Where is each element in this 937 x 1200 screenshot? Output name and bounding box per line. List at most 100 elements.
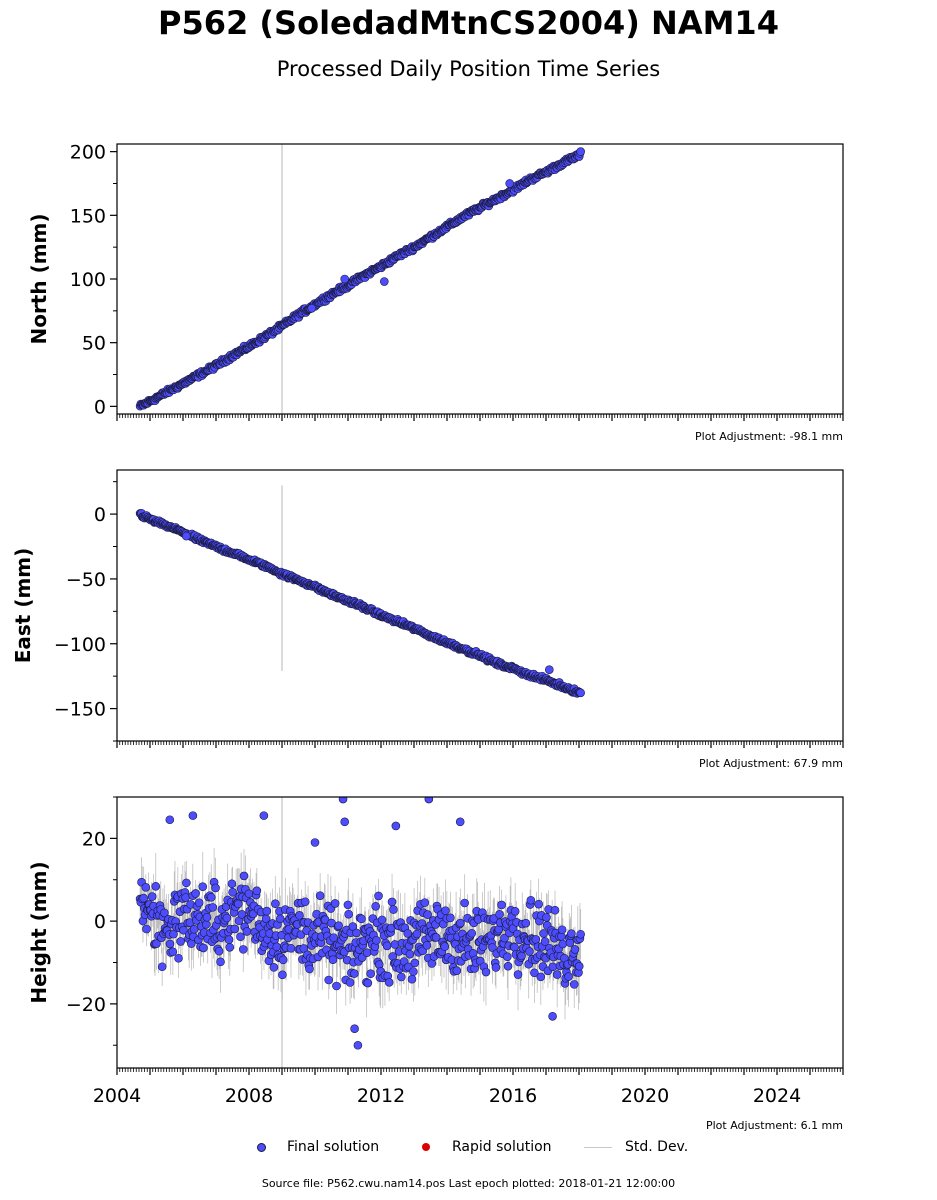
data-point bbox=[366, 969, 375, 979]
data-point bbox=[456, 918, 465, 928]
data-point bbox=[299, 944, 309, 953]
axes-frame bbox=[116, 469, 844, 742]
outlier-point bbox=[259, 811, 269, 820]
data-point bbox=[305, 964, 314, 974]
data-point bbox=[242, 927, 252, 936]
data-point bbox=[569, 980, 579, 989]
data-point bbox=[222, 913, 232, 923]
data-point bbox=[503, 952, 512, 962]
data-point bbox=[374, 891, 383, 901]
data-point bbox=[525, 947, 534, 956]
legend-rapid-label: Rapid solution bbox=[452, 1139, 552, 1155]
data-point bbox=[495, 910, 504, 919]
data-point bbox=[224, 935, 234, 944]
data-point bbox=[181, 893, 190, 902]
data-point bbox=[552, 970, 562, 979]
y-tick-label: −150 bbox=[54, 699, 106, 721]
data-point bbox=[460, 898, 469, 908]
y-tick-label: −50 bbox=[66, 569, 106, 591]
data-point bbox=[372, 936, 381, 945]
data-point bbox=[565, 938, 575, 947]
x-tick-label: 2012 bbox=[357, 1085, 405, 1107]
y-tick-label: 200 bbox=[70, 142, 106, 164]
data-point bbox=[244, 889, 254, 899]
data-point bbox=[202, 912, 212, 922]
data-point bbox=[550, 905, 560, 915]
data-point bbox=[228, 887, 237, 897]
plot-adjustment-label: Plot Adjustment: 67.9 mm bbox=[699, 757, 843, 770]
y-axis-label: North (mm) bbox=[27, 213, 51, 344]
data-point bbox=[570, 945, 580, 954]
data-point bbox=[576, 147, 585, 156]
data-point bbox=[531, 935, 541, 944]
data-point bbox=[272, 942, 282, 952]
final-points-east bbox=[135, 509, 585, 698]
data-point bbox=[542, 913, 551, 922]
data-point bbox=[517, 951, 526, 961]
y-axis-label: East (mm) bbox=[11, 548, 35, 664]
outlier-point bbox=[391, 821, 401, 831]
data-point bbox=[315, 891, 325, 900]
data-point bbox=[423, 910, 432, 919]
outlier-point bbox=[505, 179, 515, 188]
y-tick-label: −100 bbox=[54, 634, 106, 656]
data-point bbox=[324, 975, 334, 985]
data-point bbox=[497, 900, 506, 910]
data-point bbox=[382, 941, 392, 951]
data-point bbox=[390, 940, 400, 949]
data-point bbox=[410, 958, 420, 968]
outlier-point bbox=[338, 797, 348, 804]
data-point bbox=[422, 941, 432, 950]
plot-area-height bbox=[135, 797, 585, 1068]
data-point bbox=[300, 897, 310, 907]
outlier-point bbox=[310, 838, 320, 847]
y-tick-label: 0 bbox=[94, 396, 106, 418]
data-point bbox=[567, 929, 576, 938]
data-point bbox=[159, 908, 169, 918]
data-point bbox=[225, 942, 235, 952]
plot-area-north bbox=[135, 144, 585, 414]
data-point bbox=[488, 943, 497, 952]
data-point bbox=[230, 924, 240, 934]
data-point bbox=[227, 879, 237, 889]
data-point bbox=[431, 933, 441, 942]
data-point bbox=[189, 924, 199, 934]
data-point bbox=[334, 921, 343, 930]
data-point bbox=[574, 961, 584, 971]
data-point bbox=[363, 978, 373, 988]
data-point bbox=[513, 970, 523, 979]
data-point bbox=[374, 960, 384, 969]
outlier-point bbox=[548, 1011, 557, 1021]
data-point bbox=[491, 963, 501, 972]
y-tick-label: 100 bbox=[70, 269, 106, 291]
y-tick-label: 20 bbox=[82, 828, 106, 850]
x-tick-label: 2020 bbox=[621, 1085, 669, 1107]
data-point bbox=[174, 953, 183, 963]
y-tick-label: 0 bbox=[94, 911, 106, 933]
data-point bbox=[234, 899, 243, 909]
data-point bbox=[412, 929, 422, 939]
data-point bbox=[396, 972, 406, 982]
data-point bbox=[362, 948, 372, 957]
outlier-point bbox=[307, 303, 317, 313]
final-points-north bbox=[135, 147, 585, 411]
data-point bbox=[534, 899, 543, 909]
panel-north: 0 50 100 150 200 North (mm) Plot Adjustment: -… bbox=[27, 142, 844, 443]
data-point bbox=[211, 883, 220, 893]
data-point bbox=[147, 892, 157, 901]
data-point bbox=[142, 924, 151, 934]
data-point bbox=[198, 882, 208, 891]
legend-stddev-label: Std. Dev. bbox=[625, 1139, 689, 1155]
data-point bbox=[152, 939, 161, 948]
data-point bbox=[332, 981, 341, 991]
data-point bbox=[452, 966, 462, 975]
outlier-point bbox=[379, 277, 389, 286]
data-point bbox=[481, 967, 491, 977]
data-point bbox=[409, 967, 418, 976]
axes-frame bbox=[116, 143, 844, 415]
data-point bbox=[168, 947, 178, 957]
data-point bbox=[526, 895, 536, 905]
data-point bbox=[165, 939, 175, 949]
data-point bbox=[557, 925, 567, 935]
